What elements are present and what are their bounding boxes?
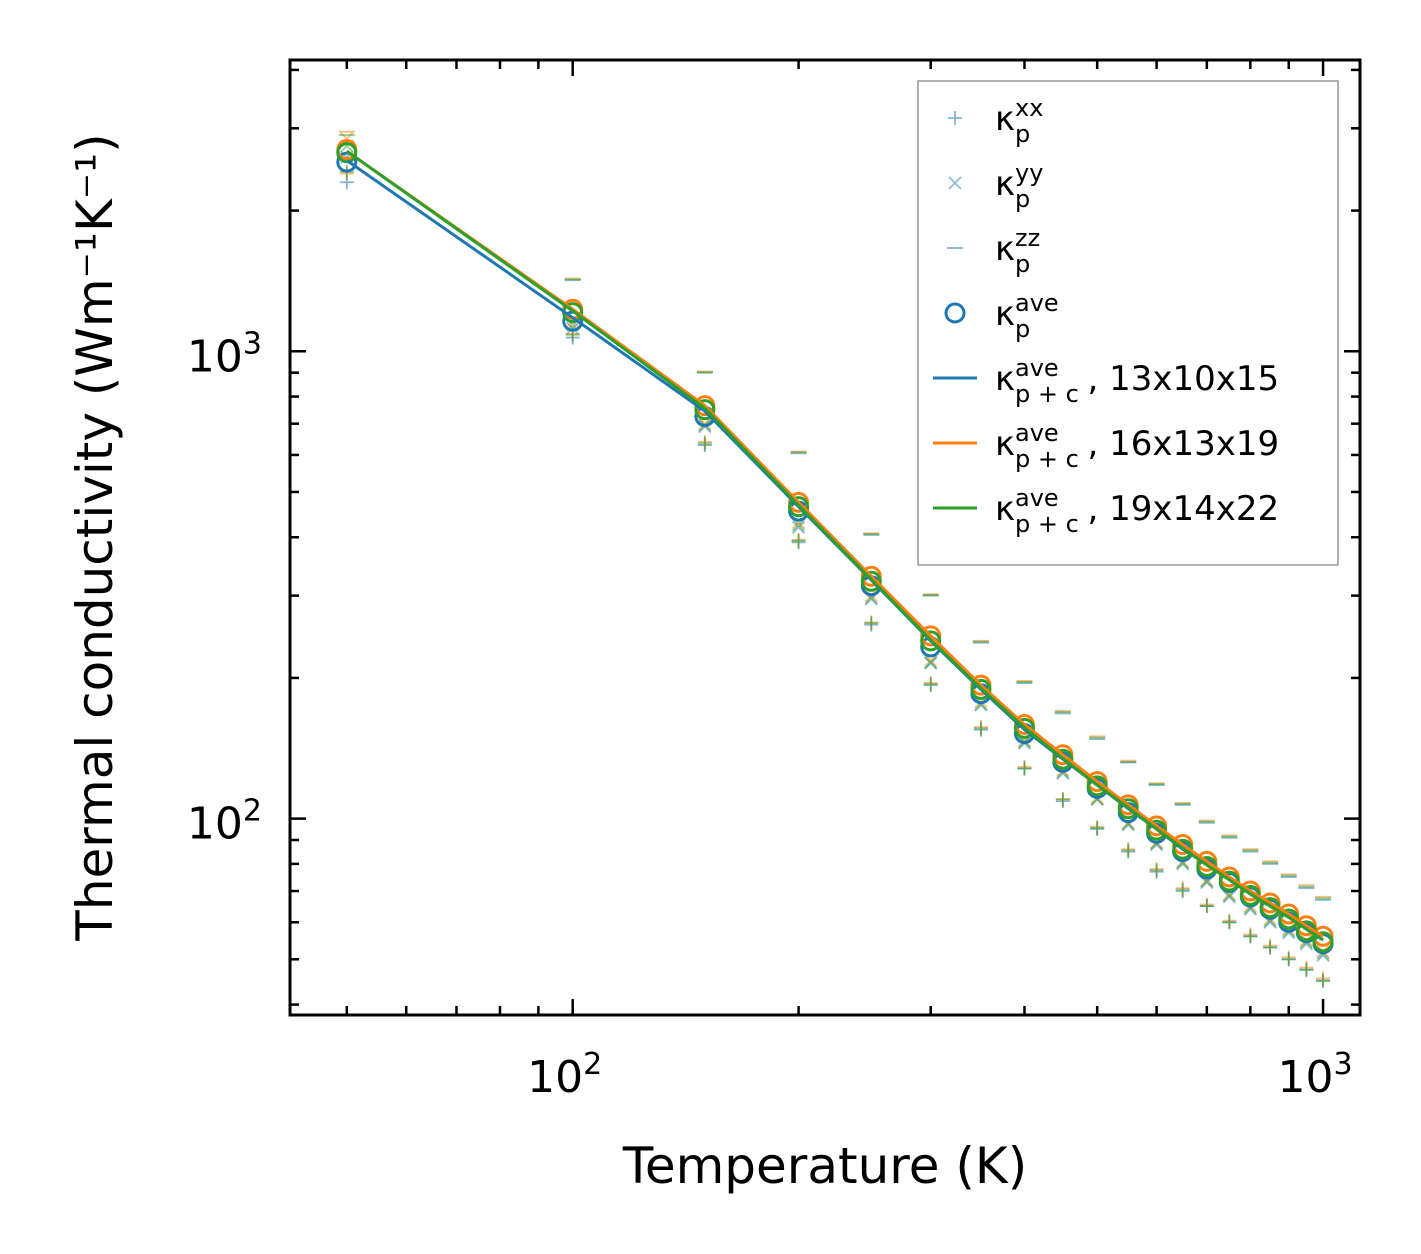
legend-entry: κ pxx: [948, 94, 1043, 148]
legend-label-sub: p: [1015, 185, 1030, 213]
legend-marker-cross: [948, 176, 962, 190]
kave-point: [970, 678, 992, 700]
legend-label-base: κ: [995, 294, 1015, 334]
legend-label-suffix: , 16x13x19: [1088, 424, 1280, 464]
plot-area: [336, 130, 1334, 988]
kxx-point: [973, 721, 988, 736]
kxx-point: [1149, 863, 1164, 878]
y-tick-label: 102: [187, 794, 262, 850]
legend-label-sup: ave: [1015, 419, 1059, 447]
series-line-19x14x22: [345, 149, 1324, 942]
kxx-point: [1121, 843, 1136, 858]
kxx-point: [1175, 882, 1190, 897]
kyy-point: [1222, 890, 1236, 904]
kave-point: [920, 630, 942, 652]
kyy-point: [924, 655, 938, 669]
legend-label-sub: p: [1015, 250, 1030, 278]
kxx-point: [1222, 915, 1237, 930]
kave-point: [1052, 748, 1074, 770]
kxx-point: [923, 677, 938, 692]
kxx-point: [1055, 792, 1070, 807]
legend-label-base: κ: [995, 229, 1015, 269]
y-tick-label: 103: [187, 326, 262, 382]
kave-point: [1117, 798, 1139, 820]
legend-marker-circle: [944, 302, 966, 324]
legend-entry: κ pyy: [948, 159, 1043, 213]
legend-label-base: κ: [995, 424, 1015, 464]
kave-point: [1086, 775, 1108, 797]
kave-point: [1218, 870, 1240, 892]
kxx-point: [1017, 761, 1032, 776]
kxx-point: [864, 616, 879, 631]
legend-label-sup: yy: [1015, 159, 1043, 187]
legend-label-sub: p + c: [1015, 445, 1079, 473]
legend-label-suffix: , 13x10x15: [1088, 359, 1280, 399]
kave-point: [860, 570, 882, 592]
kave-point: [1013, 717, 1035, 739]
legend-label-sub: p + c: [1015, 510, 1079, 538]
legend-label-sub: p: [1015, 120, 1030, 148]
legend-label-sup: ave: [1015, 289, 1059, 317]
kxx-point: [1243, 929, 1258, 944]
x-tick-label: 102: [527, 1047, 602, 1103]
y-axis-title: Thermal conductivity (Wm⁻¹K⁻¹): [66, 133, 124, 941]
legend-box: [917, 80, 1339, 566]
kxx-point: [1263, 940, 1278, 955]
kxx-point: [791, 533, 806, 548]
kxx-point: [697, 436, 712, 451]
legend-label-base: κ: [995, 164, 1015, 204]
legend-entry: κ pzz: [947, 224, 1040, 278]
legend-label-suffix: , 19x14x22: [1088, 489, 1280, 529]
legend-label-base: κ: [995, 359, 1015, 399]
legend-label-sup: ave: [1015, 484, 1059, 512]
kave-point: [694, 399, 716, 421]
kxx-point: [1299, 962, 1314, 977]
legend-label-sup: xx: [1015, 94, 1043, 122]
legend-label-sup: ave: [1015, 354, 1059, 382]
series-line-16x13x19: [345, 149, 1324, 938]
kave-point: [1312, 931, 1334, 953]
kyy-point: [791, 518, 806, 532]
kave-point: [788, 496, 810, 518]
kyy-point: [791, 520, 806, 534]
kave-point: [1146, 819, 1168, 841]
legend-label-sub: p: [1015, 315, 1030, 343]
x-axis-title: Temperature (K): [622, 1137, 1027, 1195]
legend-marker-plus: [948, 111, 962, 125]
kxx-point: [1281, 952, 1296, 967]
legend-label-sup: zz: [1015, 224, 1040, 252]
kxx-point: [1199, 899, 1214, 914]
legend-label-base: κ: [995, 99, 1015, 139]
kave-point: [336, 151, 358, 173]
axis-ticks: 102 103 102 103: [187, 60, 1360, 1103]
legend-label-sub: p + c: [1015, 380, 1079, 408]
series-19x14x22-components: [338, 134, 1332, 988]
kxx-point: [1090, 820, 1105, 835]
legend-label-base: κ: [995, 489, 1015, 529]
kxx-point: [1316, 973, 1331, 988]
x-tick-label: 103: [1278, 1047, 1353, 1103]
kyy-point: [698, 417, 712, 431]
